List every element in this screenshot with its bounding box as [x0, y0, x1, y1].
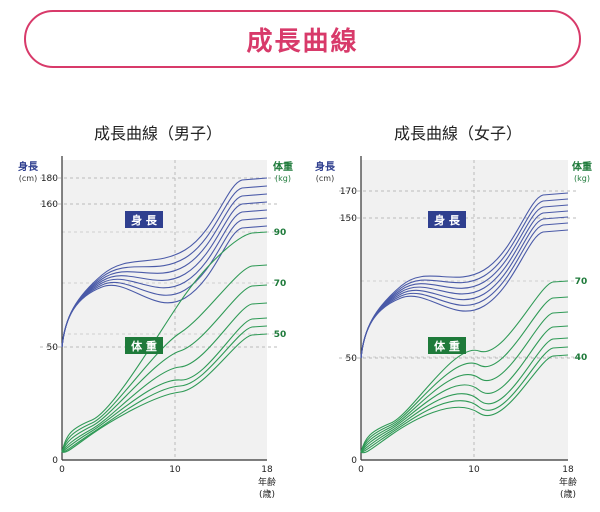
- right-axis-title-girls: 体重: [572, 160, 592, 173]
- weight-curve-girls-5: [360, 346, 569, 453]
- right-tick-girls-70: 70: [575, 277, 588, 287]
- right-tick-boys-90: 90: [274, 228, 287, 238]
- banner-title: 成長曲線: [246, 26, 359, 57]
- left-tick-girls-50: 50: [346, 354, 358, 364]
- x-axis-title-girls: 年齢: [559, 476, 577, 488]
- weight-curve-boys-3: [61, 302, 268, 453]
- weight-curve-girls-2: [360, 311, 569, 453]
- x-tick-girls-0: 0: [358, 465, 364, 475]
- x-axis-title-boys: 年齢: [258, 476, 276, 488]
- height-badge-girls: [428, 211, 466, 228]
- weight-badge-label-boys: 体 重: [131, 339, 157, 353]
- height-curve-boys-6: [61, 225, 268, 348]
- right-tick-girls-40: 40: [575, 353, 588, 363]
- x-tick-boys-10: 10: [169, 465, 181, 475]
- weight-curve-boys-1: [61, 264, 268, 453]
- plot-area-boys: [62, 160, 267, 460]
- height-badge-label-boys: 身 長: [131, 213, 158, 227]
- left-axis-title-boys: 身長: [18, 160, 39, 173]
- right-axis-title-boys: 体重: [273, 160, 293, 173]
- weight-curve-girls-6: [360, 354, 569, 454]
- weight-curve-girls-3: [360, 325, 569, 453]
- height-badge-boys: [125, 211, 163, 228]
- right-axis-unit-boys: (kg): [275, 174, 291, 183]
- x-axis-unit-girls: (歳): [560, 488, 576, 500]
- chart-title-girls: 成長曲線（女子）: [393, 124, 522, 143]
- weight-curve-girls-4: [360, 337, 569, 453]
- weight-badge-girls: [428, 337, 466, 354]
- weight-badge-label-girls: 体 重: [434, 339, 460, 353]
- left-tick-girls-0: 0: [351, 456, 357, 466]
- left-tick-boys-180: 180: [41, 174, 58, 184]
- left-tick-boys-0: 0: [52, 456, 58, 466]
- left-tick-boys-160: 160: [41, 200, 58, 210]
- left-axis-unit-boys: (cm): [19, 174, 37, 183]
- weight-curve-boys-6: [61, 333, 268, 453]
- x-tick-girls-18: 18: [562, 465, 574, 475]
- x-tick-boys-0: 0: [59, 465, 65, 475]
- left-tick-girls-150: 150: [340, 214, 357, 224]
- height-badge-label-girls: 身 長: [434, 213, 461, 227]
- weight-curve-boys-5: [61, 325, 268, 453]
- right-tick-boys-50: 50: [274, 330, 287, 340]
- left-tick-boys-50: 50: [47, 343, 59, 353]
- title-banner: 成長曲線: [24, 10, 581, 68]
- x-tick-boys-18: 18: [261, 465, 273, 475]
- x-tick-girls-10: 10: [468, 465, 480, 475]
- right-tick-boys-70: 70: [274, 279, 287, 289]
- weight-curve-boys-4: [61, 317, 268, 453]
- weight-badge-boys: [125, 337, 163, 354]
- weight-curve-girls-1: [360, 296, 569, 453]
- height-curve-girls-6: [360, 229, 569, 359]
- chart-title-boys: 成長曲線（男子）: [93, 124, 222, 143]
- left-axis-title-girls: 身長: [315, 160, 336, 173]
- weight-curve-girls-0: [360, 280, 569, 453]
- left-axis-unit-girls: (cm): [316, 174, 334, 183]
- left-tick-girls-170: 170: [340, 187, 357, 197]
- x-axis-unit-boys: (歳): [259, 488, 275, 500]
- right-axis-unit-girls: (kg): [574, 174, 590, 183]
- weight-curve-boys-2: [61, 284, 268, 453]
